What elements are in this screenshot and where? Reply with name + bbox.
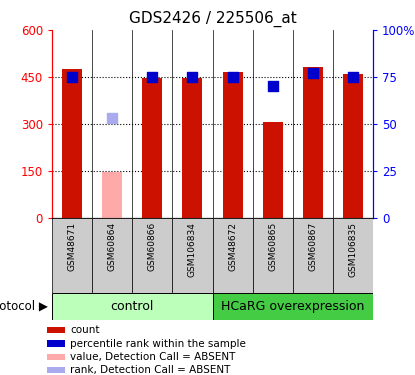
Text: GSM60865: GSM60865 [268,222,277,271]
Bar [343,75,363,218]
Text: count: count [70,325,100,335]
Text: control: control [110,300,154,313]
Point [310,70,316,76]
Text: GSM60866: GSM60866 [148,222,157,271]
Text: GSM48672: GSM48672 [228,222,237,271]
Bar [62,69,82,218]
Text: GSM106835: GSM106835 [349,222,357,277]
Text: protocol ▶: protocol ▶ [0,300,48,313]
Text: GSM48671: GSM48671 [68,222,76,271]
Bar [102,172,122,218]
Title: GDS2426 / 225506_at: GDS2426 / 225506_at [129,11,296,27]
Bar [142,78,162,218]
Text: GSM60867: GSM60867 [308,222,317,271]
Bar [333,218,373,293]
Text: HCaRG overexpression: HCaRG overexpression [221,300,364,313]
Text: GSM106834: GSM106834 [188,222,197,277]
Bar [132,218,172,293]
Text: rank, Detection Call = ABSENT: rank, Detection Call = ABSENT [70,365,230,375]
Bar [263,122,283,218]
Bar [47,367,65,373]
Text: percentile rank within the sample: percentile rank within the sample [70,339,246,348]
Point [229,74,236,80]
Point [269,83,276,89]
Bar [47,354,65,360]
Text: value, Detection Call = ABSENT: value, Detection Call = ABSENT [70,352,235,362]
Bar [183,78,203,218]
Bar [52,218,92,293]
Bar [253,218,293,293]
Point [189,74,196,80]
Text: GSM60864: GSM60864 [107,222,117,271]
Bar [47,340,65,347]
Point [149,74,156,80]
Bar [52,293,212,320]
Point [69,74,76,80]
Point [349,74,356,80]
Bar [92,218,132,293]
Point [109,116,115,122]
Bar [172,218,212,293]
Bar [47,327,65,333]
Bar [212,293,373,320]
Bar [222,72,243,218]
Bar [293,218,333,293]
Bar [303,67,323,218]
Bar [212,218,253,293]
